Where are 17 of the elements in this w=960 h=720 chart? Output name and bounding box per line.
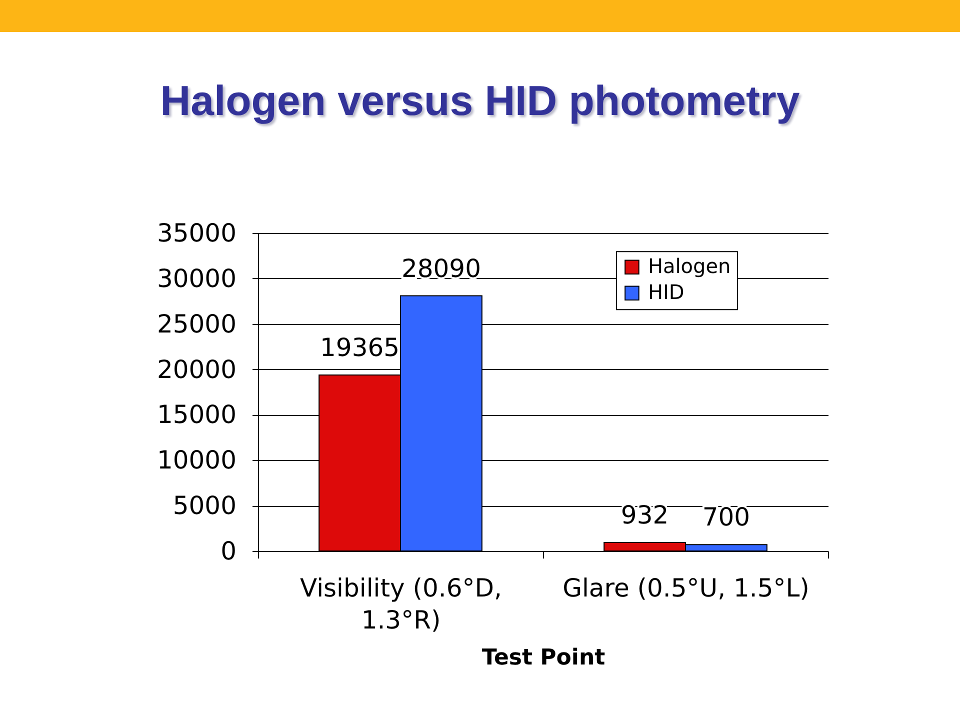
x-axis-title: Test Point <box>482 646 606 670</box>
data-label: 19365 <box>320 333 400 362</box>
legend-label: HID <box>648 280 684 304</box>
y-tick-label: 10000 <box>156 446 236 475</box>
y-tick-label: 5000 <box>172 491 236 520</box>
y-tick-label: 25000 <box>156 309 236 338</box>
x-tick-label: Visibility (0.6°D, 1.3°R) <box>300 574 502 634</box>
chart-title: Halogen versus HID photometry <box>159 77 801 125</box>
x-tick-label: Glare (0.5°U, 1.5°L) <box>562 574 810 602</box>
y-tick-label: 35000 <box>156 218 236 248</box>
legend-label: Halogen <box>648 254 731 278</box>
data-label: 28090 <box>401 254 481 283</box>
y-tick-label: 20000 <box>156 354 236 384</box>
y-tick-label: 15000 <box>156 400 236 430</box>
y-tick-label: 30000 <box>156 264 236 293</box>
y-tick-label: 0 <box>220 536 236 566</box>
data-label: 700 <box>702 502 750 532</box>
